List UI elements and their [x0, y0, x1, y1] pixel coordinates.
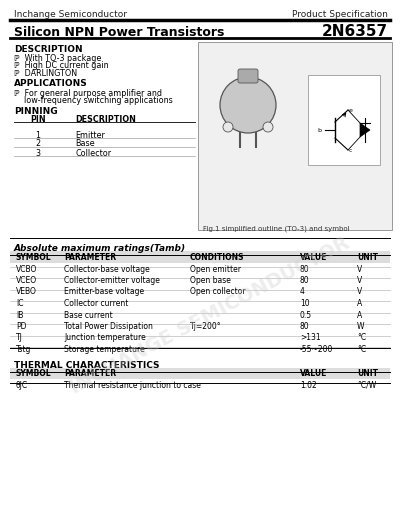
Text: W: W — [357, 322, 364, 331]
Text: Open emitter: Open emitter — [190, 265, 241, 274]
Text: PARAMETER: PARAMETER — [64, 253, 116, 262]
Text: 1.02: 1.02 — [300, 381, 317, 390]
Text: INCHANGE SEMICONDUCTOR: INCHANGE SEMICONDUCTOR — [67, 233, 353, 397]
Text: 0.5: 0.5 — [300, 310, 312, 320]
Text: TJ: TJ — [16, 334, 23, 342]
Text: 10: 10 — [300, 299, 310, 308]
Text: Collector current: Collector current — [64, 299, 128, 308]
Text: VCBO: VCBO — [16, 265, 37, 274]
Text: PD: PD — [16, 322, 26, 331]
Bar — [10, 251, 390, 263]
Text: 2N6357: 2N6357 — [322, 24, 388, 39]
Text: UNIT: UNIT — [357, 369, 378, 379]
Text: 3: 3 — [36, 149, 40, 157]
Text: Collector-base voltage: Collector-base voltage — [64, 265, 150, 274]
Text: V: V — [357, 276, 362, 285]
Text: VALUE: VALUE — [300, 369, 327, 379]
Text: 80: 80 — [300, 265, 310, 274]
Circle shape — [220, 77, 276, 133]
Text: Emitter-base voltage: Emitter-base voltage — [64, 287, 144, 296]
Bar — [10, 367, 390, 379]
Text: 80: 80 — [300, 276, 310, 285]
Text: Silicon NPN Power Transistors: Silicon NPN Power Transistors — [14, 26, 224, 39]
Text: Base current: Base current — [64, 310, 113, 320]
Text: 2: 2 — [36, 139, 40, 149]
Text: Product Specification: Product Specification — [292, 10, 388, 19]
Text: CONDITIONS: CONDITIONS — [190, 253, 244, 262]
Text: VALUE: VALUE — [300, 253, 327, 262]
Text: DESCRIPTION: DESCRIPTION — [14, 45, 83, 54]
Text: DESCRIPTION: DESCRIPTION — [75, 114, 136, 123]
Polygon shape — [360, 123, 370, 137]
Text: ℙ  With TO-3 package: ℙ With TO-3 package — [14, 54, 101, 63]
Text: 80: 80 — [300, 322, 310, 331]
Text: ℙ  For general purpose amplifier and: ℙ For general purpose amplifier and — [14, 89, 162, 97]
Bar — [308, 75, 380, 165]
Text: Collector: Collector — [75, 149, 111, 157]
Text: °C: °C — [357, 334, 366, 342]
Text: e: e — [349, 108, 353, 113]
Text: A: A — [357, 299, 362, 308]
Text: Open collector: Open collector — [190, 287, 246, 296]
Text: SYMBOL: SYMBOL — [16, 369, 52, 379]
Text: -55~200: -55~200 — [300, 345, 333, 354]
Text: ℙ  High DC current gain: ℙ High DC current gain — [14, 62, 109, 70]
Bar — [198, 42, 392, 230]
Text: b: b — [317, 128, 321, 133]
Text: 4: 4 — [300, 287, 305, 296]
Text: c: c — [349, 148, 352, 153]
Text: Emitter: Emitter — [75, 131, 105, 139]
Text: Total Power Dissipation: Total Power Dissipation — [64, 322, 153, 331]
Text: IC: IC — [16, 299, 24, 308]
Text: Fig.1 simplified outline (TO-3) and symbol: Fig.1 simplified outline (TO-3) and symb… — [203, 225, 350, 232]
Circle shape — [223, 122, 233, 132]
Text: IB: IB — [16, 310, 23, 320]
Text: UNIT: UNIT — [357, 253, 378, 262]
Text: PINNING: PINNING — [14, 107, 58, 116]
Text: PARAMETER: PARAMETER — [64, 369, 116, 379]
Text: °C: °C — [357, 345, 366, 354]
Text: Tstg: Tstg — [16, 345, 31, 354]
Text: Inchange Semiconductor: Inchange Semiconductor — [14, 10, 127, 19]
Text: THERMAL CHARACTERISTICS: THERMAL CHARACTERISTICS — [14, 361, 160, 369]
FancyBboxPatch shape — [238, 69, 258, 83]
Text: APPLICATIONS: APPLICATIONS — [14, 79, 88, 89]
Text: SYMBOL: SYMBOL — [16, 253, 52, 262]
Circle shape — [263, 122, 273, 132]
Text: >131: >131 — [300, 334, 321, 342]
Text: A: A — [357, 310, 362, 320]
Text: °C/W: °C/W — [357, 381, 376, 390]
Text: Storage temperature: Storage temperature — [64, 345, 145, 354]
Text: VCEO: VCEO — [16, 276, 37, 285]
Text: V: V — [357, 287, 362, 296]
Text: low-frequency switching applications: low-frequency switching applications — [14, 96, 173, 105]
Text: PIN: PIN — [30, 114, 46, 123]
Text: V: V — [357, 265, 362, 274]
Text: Open base: Open base — [190, 276, 231, 285]
Text: 1: 1 — [36, 131, 40, 139]
Text: VEBO: VEBO — [16, 287, 37, 296]
Text: Junction temperature: Junction temperature — [64, 334, 146, 342]
Text: Absolute maximum ratings(Tamb): Absolute maximum ratings(Tamb) — [14, 244, 186, 253]
Text: θJC: θJC — [16, 381, 28, 390]
Text: Collector-emitter voltage: Collector-emitter voltage — [64, 276, 160, 285]
Text: ℙ  DARLINGTON: ℙ DARLINGTON — [14, 69, 77, 78]
Text: Tj=200°: Tj=200° — [190, 322, 222, 331]
Text: Base: Base — [75, 139, 95, 149]
Text: Thermal resistance junction to case: Thermal resistance junction to case — [64, 381, 201, 390]
